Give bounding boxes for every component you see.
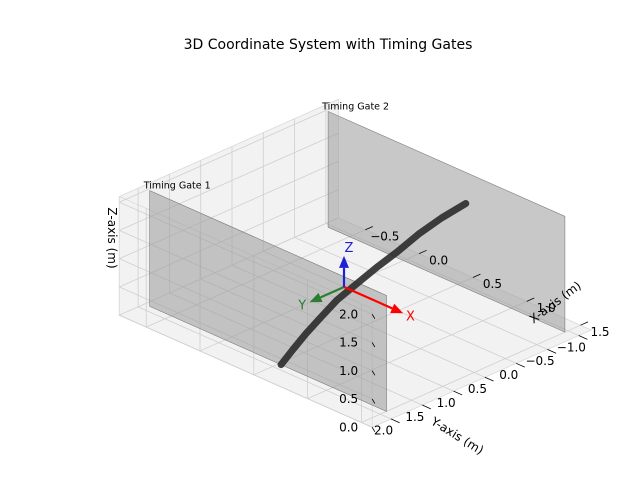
x-tick-label: 0.5 [483, 277, 502, 291]
tick-mark [484, 376, 494, 382]
tick-mark [371, 398, 376, 404]
chart-title: 3D Coordinate System with Timing Gates [184, 37, 473, 53]
tick-mark [453, 390, 463, 396]
x-tick-label: 1.5 [590, 325, 609, 339]
y-tick-label: 1.5 [405, 410, 424, 424]
z-tick-label: 2.0 [339, 307, 358, 321]
grid-line [294, 236, 548, 350]
trajectory [277, 200, 470, 369]
y-tick-label: 2.0 [374, 424, 393, 438]
tick-mark [526, 297, 535, 302]
timing-gate-1-label: Timing Gate 1 [143, 181, 211, 192]
z-tick-label: 0.5 [339, 392, 358, 406]
z-tick-label: 1.5 [339, 336, 358, 350]
tick-mark [515, 362, 525, 368]
y-tick-label: 0.0 [499, 368, 518, 382]
frame-label-x: X [406, 309, 415, 324]
tick-mark [578, 335, 588, 340]
tick-mark [371, 342, 376, 348]
y-tick-label: −0.5 [525, 354, 554, 368]
z-tick-label: 0.0 [339, 420, 358, 434]
frame-axis-x [343, 285, 393, 310]
coordinate-frame: X Y Z [297, 241, 415, 325]
x-tick-label: 1.0 [537, 301, 556, 315]
y-tick-label: 0.5 [468, 382, 487, 396]
grid-line [119, 314, 373, 428]
tick-mark [422, 404, 432, 410]
timing-gates: Timing Gate 1 Timing Gate 2 [143, 101, 566, 412]
x-tick-label: 0.0 [429, 253, 448, 267]
tick-mark [390, 418, 400, 424]
timing-gate-2-label: Timing Gate 2 [321, 101, 389, 112]
tick-mark [371, 314, 376, 319]
y-tick-label: −1.0 [557, 340, 586, 354]
grid-line [137, 306, 392, 420]
z-tick-label: 1.0 [339, 364, 358, 378]
x-tick-label: −0.5 [370, 229, 399, 243]
frame-arrowhead-z [339, 255, 349, 268]
axis-ticks: −0.50.00.51.01.5−1.0−0.50.00.51.01.52.00… [339, 226, 610, 438]
y-axis-label: Y-axis (m) [428, 414, 486, 458]
frame-arrowhead-y [309, 292, 323, 303]
grid-line [119, 104, 339, 203]
tick-mark [418, 249, 427, 255]
frame-label-z: Z [345, 241, 354, 256]
timing-gate-2 [327, 110, 566, 333]
z-axis-label: Z-axis (m) [105, 207, 119, 268]
trajectory-line [277, 200, 470, 369]
tick-mark [371, 427, 376, 432]
y-tick-label: 1.0 [437, 396, 456, 410]
frame-arrowhead-x [390, 303, 404, 314]
tick-mark [472, 273, 481, 278]
frame-label-y: Y [297, 299, 306, 314]
grid-line [361, 324, 581, 423]
tick-mark [547, 349, 557, 354]
timing-gate-1 [149, 190, 387, 412]
tick-mark [580, 321, 589, 326]
tick-mark [365, 226, 373, 231]
tick-mark [371, 370, 376, 376]
frame-axis-y [320, 285, 345, 299]
